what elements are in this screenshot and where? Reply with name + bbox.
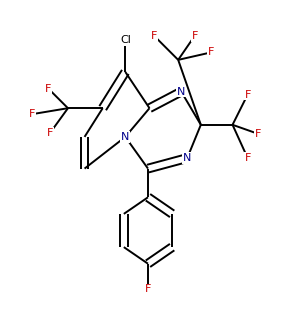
Text: F: F bbox=[191, 31, 198, 41]
Text: N: N bbox=[177, 86, 185, 97]
Text: N: N bbox=[121, 132, 130, 142]
Text: F: F bbox=[145, 284, 151, 294]
Text: F: F bbox=[255, 129, 262, 139]
Text: F: F bbox=[47, 128, 53, 138]
Text: F: F bbox=[208, 47, 215, 57]
Text: F: F bbox=[244, 90, 251, 100]
Text: N: N bbox=[183, 153, 191, 163]
Text: F: F bbox=[151, 31, 157, 41]
Text: F: F bbox=[28, 109, 35, 119]
Text: F: F bbox=[45, 84, 52, 94]
Text: Cl: Cl bbox=[120, 35, 131, 45]
Text: F: F bbox=[244, 153, 251, 163]
